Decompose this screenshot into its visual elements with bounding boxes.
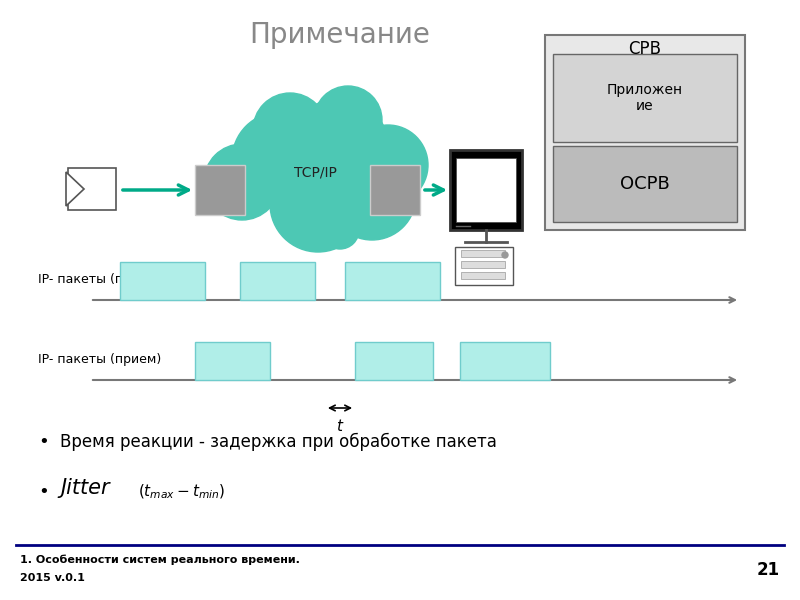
Polygon shape xyxy=(66,172,84,206)
Text: Jitter: Jitter xyxy=(60,478,110,498)
Circle shape xyxy=(321,211,359,249)
Circle shape xyxy=(253,93,327,167)
FancyBboxPatch shape xyxy=(370,165,420,215)
Circle shape xyxy=(348,125,428,205)
Text: 21: 21 xyxy=(757,561,780,579)
Text: •: • xyxy=(38,483,49,501)
FancyBboxPatch shape xyxy=(450,150,522,230)
FancyBboxPatch shape xyxy=(345,262,440,300)
Circle shape xyxy=(286,207,318,239)
FancyBboxPatch shape xyxy=(461,272,505,279)
Circle shape xyxy=(328,152,416,240)
FancyBboxPatch shape xyxy=(461,261,505,268)
Circle shape xyxy=(502,252,508,258)
Text: •: • xyxy=(38,433,49,451)
FancyBboxPatch shape xyxy=(68,168,116,210)
FancyBboxPatch shape xyxy=(553,54,737,142)
Text: Время реакции - задержка при обработке пакета: Время реакции - задержка при обработке п… xyxy=(60,433,497,451)
Text: ОСРВ: ОСРВ xyxy=(620,175,670,193)
Circle shape xyxy=(270,156,366,252)
Text: Приложен
ие: Приложен ие xyxy=(607,83,683,113)
FancyBboxPatch shape xyxy=(455,247,513,285)
FancyBboxPatch shape xyxy=(545,35,745,230)
Text: СРВ: СРВ xyxy=(629,40,662,58)
Text: TCP/IP: TCP/IP xyxy=(294,165,337,179)
Text: $t$: $t$ xyxy=(336,418,344,434)
Text: $(t_{max} - t_{min})$: $(t_{max} - t_{min})$ xyxy=(138,483,226,501)
Text: 2015 v.0.1: 2015 v.0.1 xyxy=(20,573,85,583)
Circle shape xyxy=(232,112,328,208)
Text: Примечание: Примечание xyxy=(250,21,430,49)
Text: IP- пакеты (передача): IP- пакеты (передача) xyxy=(38,274,183,286)
FancyBboxPatch shape xyxy=(553,146,737,222)
FancyBboxPatch shape xyxy=(461,250,505,257)
FancyBboxPatch shape xyxy=(195,165,245,215)
FancyBboxPatch shape xyxy=(120,262,205,300)
Text: 1. Особенности систем реального времени.: 1. Особенности систем реального времени. xyxy=(20,555,300,565)
FancyBboxPatch shape xyxy=(456,158,516,222)
Circle shape xyxy=(314,86,382,154)
FancyBboxPatch shape xyxy=(355,342,433,380)
Circle shape xyxy=(292,98,388,194)
FancyBboxPatch shape xyxy=(195,342,270,380)
FancyBboxPatch shape xyxy=(460,342,550,380)
Circle shape xyxy=(204,144,280,220)
Text: IP- пакеты (прием): IP- пакеты (прием) xyxy=(38,353,162,367)
FancyBboxPatch shape xyxy=(240,262,315,300)
